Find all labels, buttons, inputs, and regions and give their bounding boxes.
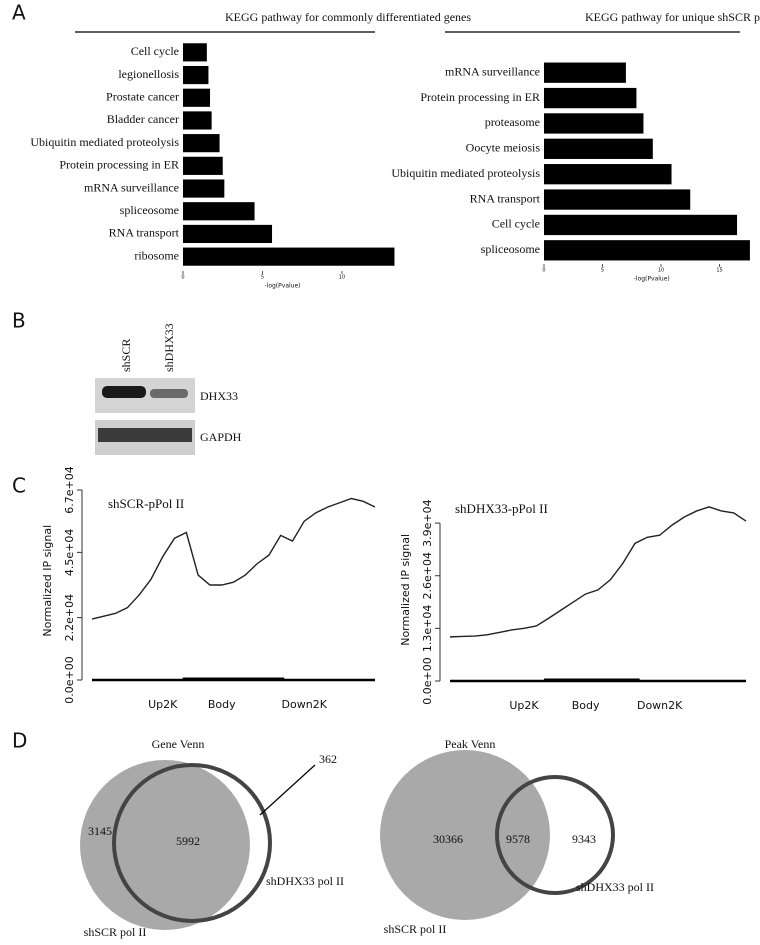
- y-tick-label: 6.7e+04: [63, 466, 76, 513]
- category-label: spliceosome: [481, 242, 540, 256]
- category-label: Ubiquitin mediated proteolysis: [30, 135, 179, 149]
- x-tick-label: 0: [542, 268, 545, 274]
- x-tick-label: Up2K: [509, 699, 539, 712]
- category-label: Ubiquitin mediated proteolysis: [391, 166, 540, 180]
- bar: [183, 43, 207, 62]
- bar: [183, 88, 211, 107]
- x-tick-label: Up2K: [148, 698, 178, 711]
- category-label: RNA transport: [470, 191, 541, 205]
- category-label: Cell cycle: [492, 217, 540, 231]
- set-label: shDHX33 pol II: [576, 880, 654, 894]
- venn-title: Peak Venn: [445, 737, 496, 751]
- x-tick-label: 5: [261, 275, 264, 281]
- bar: [544, 214, 738, 236]
- lane-label: shSCR: [119, 339, 133, 372]
- bar: [183, 247, 395, 266]
- set-outline: [112, 763, 272, 923]
- panel-label: C: [12, 474, 26, 498]
- x-tick-label: 0: [181, 275, 184, 281]
- band-label: DHX33: [200, 389, 238, 403]
- region-count: 3145: [88, 824, 112, 838]
- set-fill: [80, 760, 250, 930]
- region-count: 9578: [506, 832, 530, 846]
- x-tick-label: 15: [716, 268, 722, 274]
- bar: [544, 62, 626, 83]
- western-blot: shSCR shDHX33 DHX33 GAPDH: [95, 323, 242, 455]
- set-outline: [495, 775, 615, 895]
- x-axis-label: -log(Pvalue): [265, 283, 301, 290]
- category-label: legionellosis: [118, 67, 179, 81]
- y-tick-label: 2.6e+04: [421, 552, 434, 599]
- region-count: 5992: [176, 834, 200, 848]
- category-label: Oocyte meiosis: [466, 141, 541, 155]
- category-label: spliceosome: [120, 203, 179, 217]
- bar: [183, 111, 212, 130]
- x-axis-label: -log(Pvalue): [634, 276, 670, 283]
- bar: [183, 156, 223, 175]
- band-label: GAPDH: [200, 430, 242, 444]
- bar: [183, 65, 209, 85]
- x-tick-label: Down2K: [637, 699, 683, 712]
- y-tick-label: 0.0e+00: [421, 657, 434, 704]
- category-label: Protein processing in ER: [420, 90, 540, 104]
- chart-title: shDHX33-pPol II: [455, 501, 548, 516]
- blot-band: [150, 389, 188, 398]
- x-tick-label: Body: [208, 698, 236, 711]
- x-tick-label: 5: [601, 268, 604, 274]
- y-tick-label: 0.0e+00: [63, 656, 76, 703]
- set-fill: [380, 750, 550, 920]
- y-axis-label: Normalized IP signal: [399, 534, 412, 646]
- set-label: shSCR pol II: [384, 922, 447, 936]
- bar: [183, 224, 273, 244]
- panel-label: D: [12, 729, 27, 753]
- x-tick-label: Body: [572, 699, 600, 712]
- bar: [544, 240, 750, 261]
- y-tick-label: 2.2e+04: [63, 594, 76, 641]
- bar: [183, 134, 220, 153]
- bar: [183, 179, 225, 198]
- bar: [544, 138, 653, 159]
- chart-title: KEGG pathway for commonly differentiated…: [225, 10, 471, 24]
- signal-line: [449, 506, 747, 638]
- bar: [544, 189, 691, 210]
- category-label: proteasome: [485, 115, 540, 129]
- signal-line: [91, 497, 376, 620]
- chart-title: shSCR-pPol II: [108, 496, 184, 511]
- y-tick-label: 3.9e+04: [421, 499, 434, 546]
- category-label: ribosome: [134, 248, 179, 262]
- category-label: Protein processing in ER: [59, 158, 179, 172]
- y-axis-label: Normalized IP signal: [41, 525, 54, 637]
- category-label: mRNA surveillance: [84, 180, 179, 194]
- bar: [544, 164, 672, 185]
- bar: [183, 202, 255, 221]
- y-tick-label: 4.5e+04: [63, 529, 76, 576]
- panel-label: B: [12, 309, 26, 333]
- y-tick-label: 1.3e+04: [421, 605, 434, 652]
- category-label: mRNA surveillance: [445, 64, 540, 78]
- region-count: 362: [319, 752, 337, 766]
- set-label: shSCR pol II: [84, 925, 147, 939]
- blot-band: [98, 428, 192, 442]
- category-label: RNA transport: [109, 226, 180, 240]
- x-tick-label: 10: [339, 275, 345, 281]
- leader-line: [259, 764, 316, 816]
- category-label: Prostate cancer: [106, 90, 179, 104]
- bar: [544, 87, 637, 109]
- x-tick-label: Down2K: [282, 698, 328, 711]
- lane-label: shDHX33: [162, 323, 176, 372]
- venn-title: Gene Venn: [152, 737, 205, 751]
- region-count: 30366: [433, 832, 463, 846]
- category-label: Bladder cancer: [107, 112, 179, 126]
- set-label: shDHX33 pol II: [266, 874, 344, 888]
- x-tick-label: 10: [658, 268, 664, 274]
- blot-band: [102, 386, 146, 398]
- category-label: Cell cycle: [131, 44, 179, 58]
- region-count: 9343: [572, 832, 596, 846]
- chart-title: KEGG pathway for unique shSCR peak relat…: [585, 10, 760, 24]
- panel-label: A: [12, 1, 26, 25]
- bar: [544, 113, 644, 134]
